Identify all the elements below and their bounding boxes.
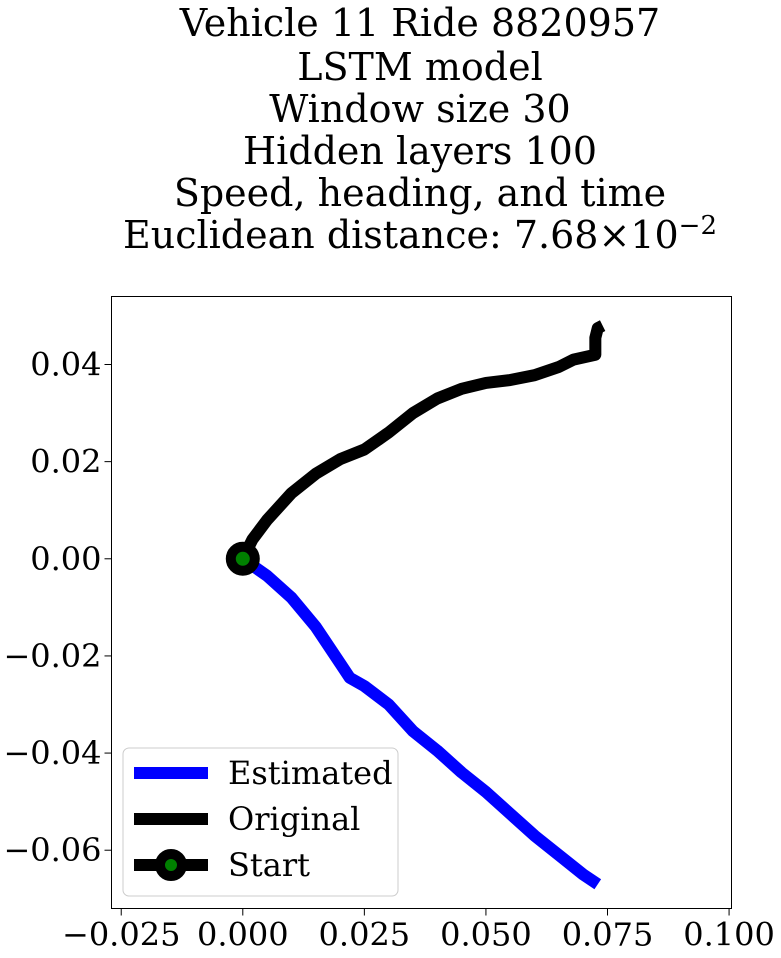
- legend-label-original: Original: [228, 800, 360, 838]
- title-line-3: Window size 30: [269, 87, 570, 131]
- title-line-6-metric: Euclidean distance: 7.68×10−2: [123, 211, 717, 257]
- series-line-original: [237, 320, 606, 562]
- y-tick-label: −0.02: [3, 637, 101, 675]
- legend-label-estimated: Estimated: [228, 754, 393, 792]
- legend-marker-start: [155, 849, 187, 881]
- legend-label-start: Start: [228, 846, 310, 884]
- y-tick-label: −0.04: [3, 734, 101, 772]
- chart-title: Vehicle 11 Ride 8820957 LSTM model Windo…: [123, 1, 717, 257]
- x-tick-label: 0.025: [319, 916, 411, 954]
- x-tick-label: 0.100: [683, 916, 775, 954]
- x-tick-label: 0.075: [562, 916, 654, 954]
- plot-area: [111, 296, 732, 909]
- x-tick-label: 0.050: [440, 916, 532, 954]
- title-line-2: LSTM model: [297, 45, 542, 89]
- start-marker: [225, 541, 260, 576]
- series-layer: [225, 320, 606, 890]
- metric-mantissa: 7.68: [514, 213, 599, 257]
- metric-exponent: −2: [679, 211, 717, 241]
- y-tick-label: 0.04: [30, 346, 101, 384]
- y-axis: 0.04 0.02 0.00 −0.02 −0.04 −0.06: [3, 346, 112, 869]
- title-line-4: Hidden layers 100: [243, 129, 597, 173]
- x-axis: −0.025 0.000 0.025 0.050 0.075 0.100: [62, 908, 775, 954]
- metric-prefix: Euclidean distance:: [123, 213, 514, 257]
- legend: Estimated Original Start: [122, 747, 399, 897]
- metric-times: ×: [598, 213, 630, 257]
- y-tick-label: −0.06: [3, 831, 101, 869]
- metric-base: 10: [630, 213, 678, 257]
- series-line-estimated: [239, 553, 602, 890]
- title-line-5: Speed, heading, and time: [174, 171, 666, 215]
- x-tick-label: 0.000: [197, 916, 289, 954]
- y-tick-label: 0.00: [30, 540, 101, 578]
- title-line-1: Vehicle 11 Ride 8820957: [179, 1, 660, 45]
- y-tick-label: 0.02: [30, 443, 101, 481]
- x-tick-label: −0.025: [62, 916, 180, 954]
